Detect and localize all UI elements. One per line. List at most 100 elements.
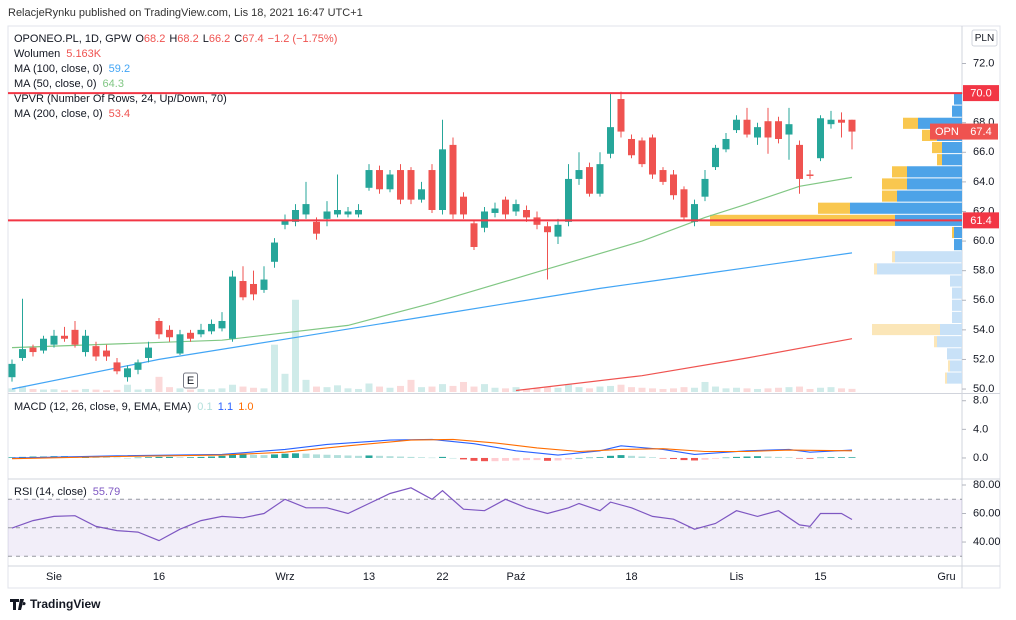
candle-body	[733, 119, 740, 131]
candle-body	[334, 210, 341, 215]
profile-down	[874, 263, 877, 275]
candle-body	[344, 211, 352, 215]
macd-histogram-bar	[523, 457, 530, 461]
candle-body	[197, 329, 205, 335]
y-tick-label: 72.0	[973, 57, 994, 69]
profile-up	[895, 251, 962, 263]
legend-item: 1.0	[238, 401, 253, 413]
profile-down	[872, 323, 940, 336]
macd-histogram-bar	[670, 457, 677, 460]
volume-bar	[817, 387, 824, 392]
profile-up	[952, 311, 962, 323]
last-price-box	[930, 123, 998, 140]
legend-item: 59.2	[109, 63, 130, 75]
macd-histogram-bar	[428, 457, 436, 459]
candle-body	[491, 208, 499, 213]
volume-bar	[512, 387, 520, 392]
macd-histogram-bar	[281, 453, 289, 458]
candle-body	[187, 332, 194, 339]
legend-line: RSI (14, close) 55.79	[14, 486, 120, 498]
profile-up	[907, 166, 962, 178]
volume-bar	[376, 386, 383, 392]
profile-up	[877, 263, 962, 275]
candle-body	[512, 204, 520, 212]
volume-bar	[197, 388, 205, 392]
volume-bar	[208, 389, 215, 392]
profile-down	[934, 336, 937, 348]
volume-bar	[145, 388, 152, 392]
volume-bar	[365, 383, 373, 392]
x-tick-label: Sie	[46, 571, 62, 583]
macd-histogram-bar	[407, 456, 415, 458]
y-tick-label: 60.0	[973, 235, 994, 247]
chart-frame	[7, 25, 1001, 589]
y-tick-label: 40.00	[973, 536, 1001, 548]
x-tick-label: Lis	[729, 571, 744, 583]
volume-bar	[796, 386, 803, 392]
volume-bar	[649, 388, 656, 392]
y-tick-label: 52.0	[973, 353, 994, 365]
legend-item: MACD (12, 26, close, 9, EMA, EMA)	[14, 401, 191, 413]
volume-bar	[607, 385, 614, 392]
volume-bar	[155, 376, 163, 392]
legend-line: OPONEO.PL, 1D, GPW O68.2 H68.2 L66.2 C67.4 −1…	[14, 33, 337, 45]
macd-histogram-bar	[512, 457, 520, 461]
volume-bar	[229, 384, 236, 392]
currency-box[interactable]	[971, 29, 998, 47]
volume-bar	[481, 384, 488, 392]
event-label: E	[187, 375, 194, 387]
volume-bar	[638, 387, 646, 392]
macd-histogram-bar	[806, 457, 814, 459]
profile-up	[940, 323, 962, 336]
candle-body	[638, 140, 646, 165]
macd-histogram-bar	[649, 457, 656, 458]
volume-bar	[617, 384, 625, 392]
macd-histogram-bar	[470, 457, 478, 461]
volume-bar	[544, 386, 551, 392]
profile-up	[952, 287, 962, 299]
legend-item: MA (100, close, 0)	[14, 63, 103, 75]
candle-body	[775, 121, 782, 139]
y-tick-label: 80.00	[973, 479, 1001, 491]
profile-down	[945, 372, 947, 384]
macd-line	[11, 438, 853, 459]
candle-body	[785, 124, 793, 135]
macd-histogram-bar	[743, 456, 751, 458]
legend-item: 5.163K	[66, 48, 102, 60]
legend-item: 0.1	[197, 401, 212, 413]
candle-body	[376, 170, 383, 190]
candle-body	[827, 119, 835, 125]
macd-histogram-bar	[355, 455, 362, 458]
candle-body	[134, 362, 142, 370]
volume-bar	[785, 387, 793, 392]
candle-body	[449, 144, 457, 215]
macd-histogram-bar	[323, 454, 331, 458]
y-tick-label: 64.0	[973, 176, 994, 188]
candle-body	[418, 189, 425, 200]
macd-histogram-bar	[292, 453, 299, 458]
macd-histogram-bar	[313, 454, 320, 458]
candle-body	[848, 119, 856, 132]
profile-up	[950, 275, 962, 287]
macd-histogram-bar	[134, 457, 142, 459]
moving-average	[515, 338, 853, 392]
candle-body	[554, 224, 562, 237]
profile-up	[942, 154, 962, 166]
legend-item: 68.2	[177, 33, 198, 45]
volume-bar	[355, 388, 362, 392]
candle-body	[407, 170, 415, 200]
currency: PLN	[975, 33, 994, 44]
macd-histogram-bar	[796, 457, 803, 459]
candle-body	[722, 138, 730, 150]
profile-down	[922, 129, 937, 141]
candle-body	[596, 164, 604, 194]
volume-bar	[596, 386, 604, 392]
volume-bar	[701, 381, 709, 392]
macd-histogram-bar	[271, 454, 278, 458]
profile-down	[903, 117, 918, 129]
event-marker	[183, 372, 198, 389]
rsi-line	[11, 487, 853, 542]
moving-average	[11, 176, 853, 349]
volume-bar	[292, 299, 299, 392]
volume-bar	[323, 387, 331, 392]
